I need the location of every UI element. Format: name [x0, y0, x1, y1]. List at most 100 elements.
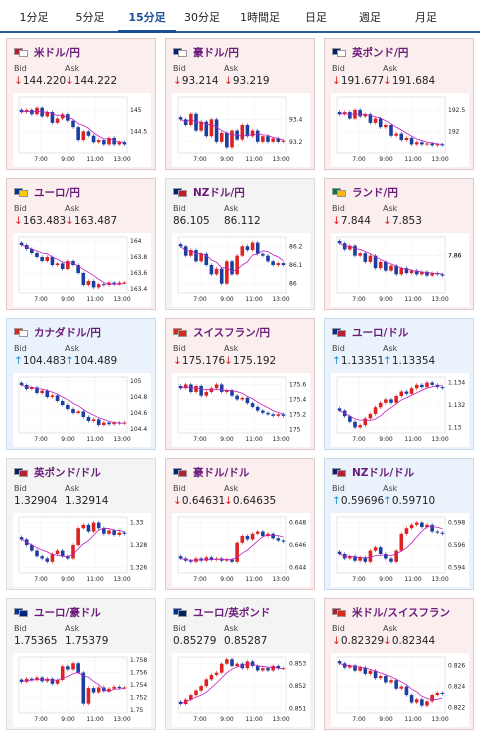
currency-pair-link[interactable]: NZドル/円 [193, 187, 245, 199]
rate-card[interactable]: 豪ドル/円 Bid Ask ↓93.214 ↓93.219 7:00 9:00 11… [165, 38, 315, 170]
rate-card[interactable]: ユーロ/豪ドル Bid Ask 1.75365 1.75379 7:00 9:00… [6, 598, 156, 730]
candle-body [373, 255, 378, 269]
y-tick-label: 1.758 [130, 657, 147, 664]
rate-card[interactable]: 英ポンド/円 Bid Ask ↓191.677 ↓191.684 7:00 9:0… [324, 38, 474, 170]
price-chart[interactable]: 7:00 9:00 11:00 13:00 0.853 0.852 0.851 [172, 653, 310, 727]
tab-6[interactable]: 週足 [359, 11, 381, 24]
tab-2[interactable]: 15分足 [118, 0, 176, 33]
x-tick-label: 7:00 [193, 436, 207, 443]
bid-label: Bid [173, 624, 186, 633]
candle-body [178, 701, 183, 705]
rate-card[interactable]: カナダドル/円 Bid Ask ↑104.483 ↑104.489 7:00 9:… [6, 318, 156, 450]
candle-body [266, 255, 270, 262]
rate-card[interactable]: ユーロ/英ポンド Bid Ask 0.85279 0.85287 7:00 9:0… [165, 598, 315, 730]
currency-pair-link[interactable]: ユーロ/英ポンド [193, 607, 271, 619]
rate-card[interactable]: NZドル/円 Bid Ask 86.105 86.112 7:00 9:00 11:… [165, 178, 315, 310]
x-tick-label: 11:00 [404, 576, 421, 583]
tab-3[interactable]: 30分足 [184, 11, 220, 24]
x-tick-label: 9:00 [220, 716, 234, 723]
rate-card[interactable]: 英ポンド/ドル Bid Ask 1.32904 1.32914 7:00 9:00… [6, 458, 156, 590]
rate-card[interactable]: ユーロ/ドル Bid Ask ↑1.13351 ↑1.13354 7:00 9:0… [324, 318, 474, 450]
candle-body [96, 284, 101, 288]
candle-body [40, 390, 44, 393]
currency-pair-link[interactable]: 豪ドル/ドル [193, 467, 250, 479]
candle-body [368, 670, 373, 674]
rate-card[interactable]: ランド/円 Bid Ask ↓7.844 ↓7.853 7:00 9:00 11:0… [324, 178, 474, 310]
price-chart[interactable]: 7:00 9:00 11:00 13:00 175.6 175.4 175.2 175 [172, 373, 310, 447]
rate-card[interactable]: NZドル/ドル Bid Ask ↑0.59696 ↑0.59710 7:00 9:… [324, 458, 474, 590]
candle-body [66, 405, 70, 409]
x-tick-label: 7:00 [352, 296, 366, 303]
candle-body [281, 263, 286, 265]
candle-body [420, 142, 424, 145]
price-chart[interactable]: 7:00 9:00 11:00 13:00 164 163.8 163.6 163.4 [13, 233, 151, 307]
candle-body [384, 553, 388, 559]
candle-body [389, 125, 393, 136]
currency-pair-link[interactable]: 豪ドル/円 [193, 47, 239, 59]
candle-body [194, 690, 198, 696]
price-chart[interactable]: 7:00 9:00 11:00 13:00 0.826 0.824 0.822 [331, 653, 469, 727]
candle-body [50, 553, 55, 562]
currency-pair-link[interactable]: 米ドル/スイスフラン [352, 607, 451, 619]
candle-body [404, 268, 409, 274]
currency-pair-link[interactable]: 英ポンド/円 [352, 47, 409, 59]
tab-7[interactable]: 月足 [415, 11, 437, 24]
candle-body [209, 674, 214, 680]
price-chart[interactable]: 7:00 9:00 11:00 13:00 145 144.5 [13, 93, 151, 167]
bid-value: 0.85279 [173, 635, 216, 647]
candle-body [91, 281, 96, 288]
currency-pair-link[interactable]: 米ドル/円 [34, 47, 80, 59]
candle-body [363, 667, 368, 674]
tab-1[interactable]: 5分足 [75, 11, 105, 24]
currency-pair-link[interactable]: ユーロ/ドル [352, 327, 409, 339]
currency-pair-link[interactable]: ランド/円 [352, 187, 398, 199]
currency-pair-link[interactable]: NZドル/ドル [352, 467, 415, 479]
candle-body [384, 125, 388, 128]
price-chart[interactable]: 7:00 9:00 11:00 13:00 1.758 1.756 1.754 1.752 1.… [13, 653, 151, 727]
y-tick-label: 105 [130, 378, 142, 385]
candle-body [363, 253, 368, 262]
ask-label: Ask [383, 64, 398, 73]
price-chart[interactable]: 7:00 9:00 11:00 13:00 0.648 0.646 0.644 [172, 513, 310, 587]
tab-5[interactable]: 日足 [305, 11, 327, 24]
currency-pair-link[interactable]: ユーロ/豪ドル [34, 607, 101, 619]
price-chart[interactable]: 7:00 9:00 11:00 13:00 0.598 0.596 0.594 [331, 513, 469, 587]
ask-arrow-icon: ↑ [383, 495, 392, 507]
candle-body [409, 695, 414, 703]
rate-card[interactable]: 豪ドル/ドル Bid Ask ↓0.64631 ↓0.64635 7:00 9:0… [165, 458, 315, 590]
candle-body [107, 688, 111, 692]
price-chart[interactable]: 7:00 9:00 11:00 13:00 105 104.8 104.6 104.4 [13, 373, 151, 447]
candlestick-chart: 7:00 9:00 11:00 13:00 86.2 86.1 86 [177, 236, 303, 303]
rate-card[interactable]: スイスフラン/円 Bid Ask ↓175.176 ↓175.192 7:00 9… [165, 318, 315, 450]
price-chart[interactable]: 7:00 9:00 11:00 13:00 1.33 1.328 1.326 [13, 513, 151, 587]
candle-body [35, 253, 39, 257]
rate-card[interactable]: ユーロ/円 Bid Ask ↓163.483 ↓163.487 7:00 9:00… [6, 178, 156, 310]
ask-label: Ask [383, 624, 398, 633]
ask-value: ↑1.13354 [383, 355, 435, 367]
tab-0[interactable]: 1分足 [19, 11, 49, 24]
currency-pair-link[interactable]: カナダドル/円 [34, 327, 101, 339]
candle-body [378, 547, 383, 554]
candle-body [245, 661, 250, 669]
x-tick-label: 7:00 [352, 576, 366, 583]
rate-card[interactable]: 米ドル/スイスフラン Bid Ask ↓0.82329 ↓0.82344 7:0… [324, 598, 474, 730]
rate-card[interactable]: 米ドル/円 Bid Ask ↓144.220 ↓144.222 7:00 9:00… [6, 38, 156, 170]
price-chart[interactable]: 7:00 9:00 11:00 13:00 93.4 93.2 [172, 93, 310, 167]
currency-pair-link[interactable]: ユーロ/円 [34, 187, 80, 199]
x-tick-label: 11:00 [86, 576, 103, 583]
candle-body [194, 250, 198, 262]
x-tick-label: 13:00 [113, 716, 130, 723]
tab-4[interactable]: 1時間足 [240, 11, 280, 24]
candle-body [189, 250, 193, 256]
ask-price: 104.489 [73, 355, 118, 367]
price-chart[interactable]: 7:00 9:00 11:00 13:00 86.2 86.1 86 [172, 233, 310, 307]
candle-body [96, 522, 101, 529]
price-chart[interactable]: 7:00 9:00 11:00 13:00 1.134 1.132 1.13 [331, 373, 469, 447]
x-tick-label: 13:00 [113, 576, 130, 583]
candle-body [368, 255, 373, 262]
price-chart[interactable]: 7:00 9:00 11:00 13:00 7.86 7.86 [331, 233, 469, 307]
bid-arrow-icon: ↑ [332, 495, 341, 507]
price-chart[interactable]: 7:00 9:00 11:00 13:00 192.5 192 [331, 93, 469, 167]
currency-pair-link[interactable]: スイスフラン/円 [193, 327, 271, 339]
currency-pair-link[interactable]: 英ポンド/ドル [34, 467, 101, 479]
